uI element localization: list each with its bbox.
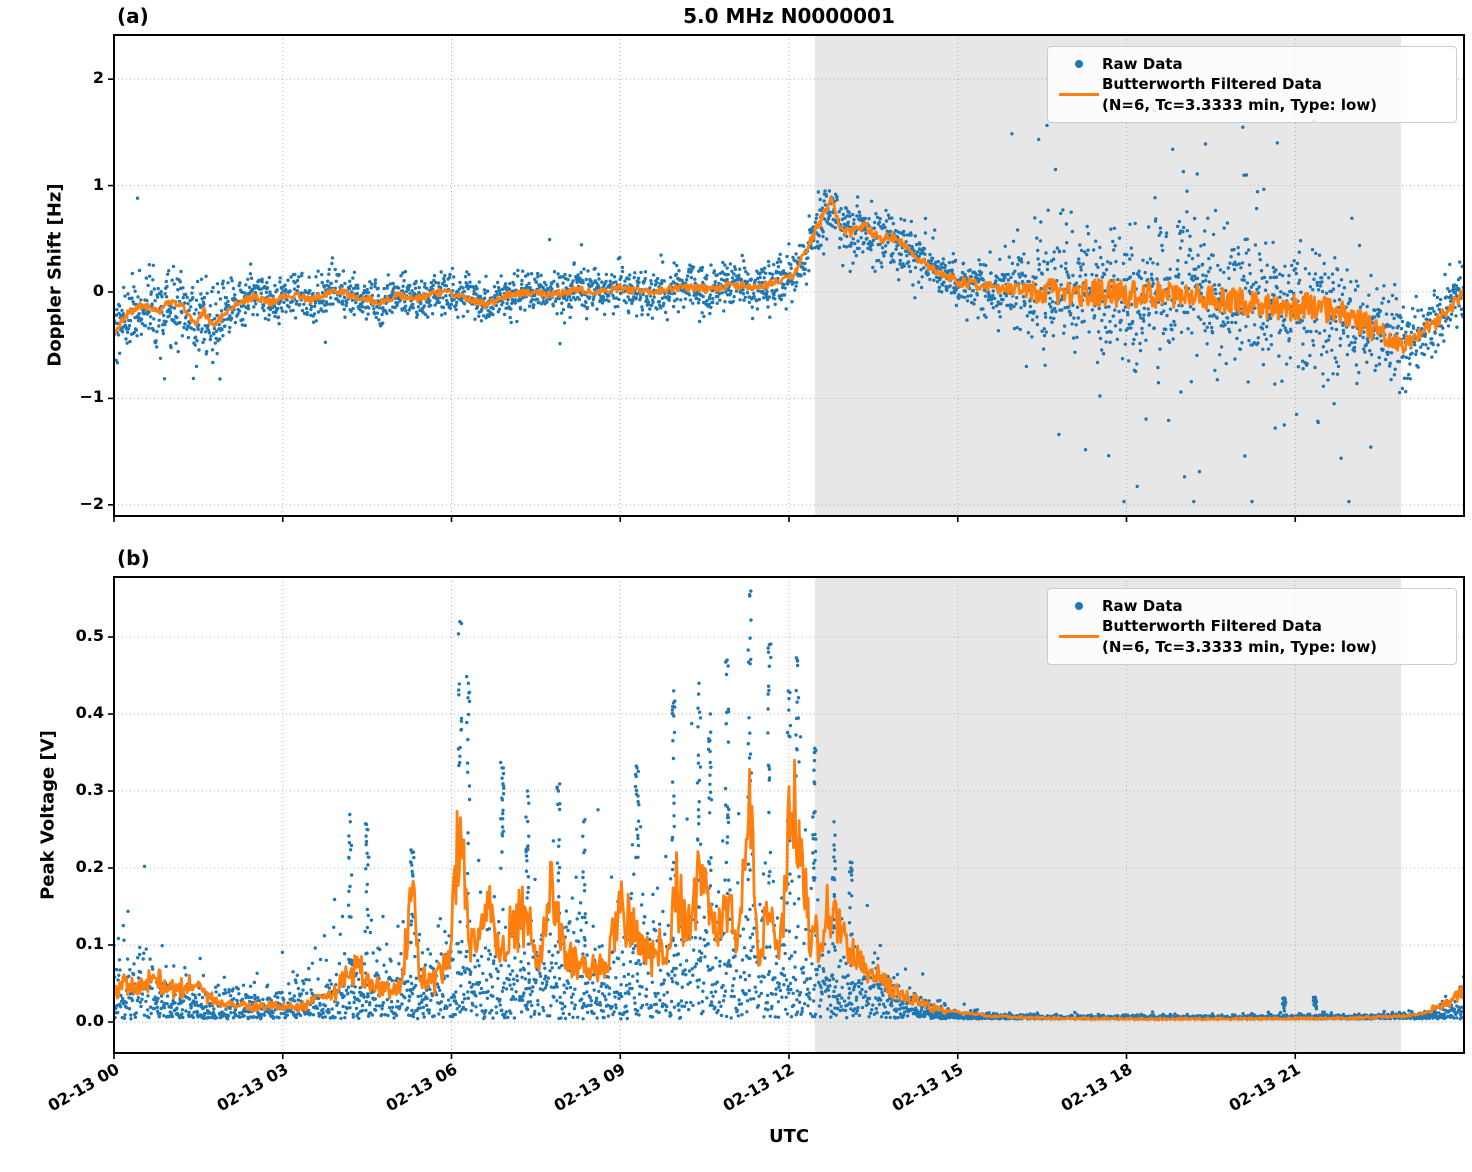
y-tick-label: 0.5 xyxy=(75,626,104,646)
legend-filtered-label-line1: Butterworth Filtered Data xyxy=(1102,75,1322,94)
y-tick-label: 2 xyxy=(92,68,104,88)
x-axis-label: UTC xyxy=(768,1126,810,1147)
filtered-line xyxy=(114,195,1464,354)
y-axis-label-doppler: Doppler Shift [Hz] xyxy=(44,183,66,367)
legend-item-filtered: Butterworth Filtered Data (N=6, Tc=3.333… xyxy=(1056,74,1448,115)
y-tick-label: 0.4 xyxy=(75,703,104,723)
y-tick-label: 0.3 xyxy=(75,780,104,800)
legend-raw-label: Raw Data xyxy=(1102,597,1183,615)
panel-b-tag: (b) xyxy=(117,546,150,570)
y-tick-label: 0 xyxy=(92,280,104,300)
y-tick-label: 1 xyxy=(92,174,104,194)
legend-panel-b: Raw Data Butterworth Filtered Data (N=6,… xyxy=(1047,588,1457,665)
legend-raw-label: Raw Data xyxy=(1102,55,1183,73)
legend-filtered-label-line1: Butterworth Filtered Data xyxy=(1102,617,1322,636)
raw-data-marker-icon xyxy=(1056,602,1102,611)
y-tick-label: 0.2 xyxy=(75,857,104,876)
raw-data-marker-icon xyxy=(1056,60,1102,69)
chart-title: 5.0 MHz N0000001 xyxy=(683,4,895,28)
filtered-line-marker-icon xyxy=(1056,635,1102,638)
legend-filtered-label-line2: (N=6, Tc=3.3333 min, Type: low) xyxy=(1102,637,1378,656)
legend-item-filtered: Butterworth Filtered Data (N=6, Tc=3.333… xyxy=(1056,616,1448,657)
filtered-line-marker-icon xyxy=(1056,93,1102,96)
y-tick-label: 0.1 xyxy=(75,933,104,953)
panel-a-tag: (a) xyxy=(117,4,149,28)
y-tick-label: −2 xyxy=(79,493,104,513)
legend-item-raw: Raw Data xyxy=(1056,596,1448,616)
y-tick-label: 0.0 xyxy=(75,1010,104,1030)
y-tick-label: −1 xyxy=(79,387,104,407)
legend-panel-a: Raw Data Butterworth Filtered Data (N=6,… xyxy=(1047,46,1457,123)
filtered-line xyxy=(114,758,1464,1022)
legend-filtered-label-line2: (N=6, Tc=3.3333 min, Type: low) xyxy=(1102,95,1378,114)
legend-item-raw: Raw Data xyxy=(1056,54,1448,74)
